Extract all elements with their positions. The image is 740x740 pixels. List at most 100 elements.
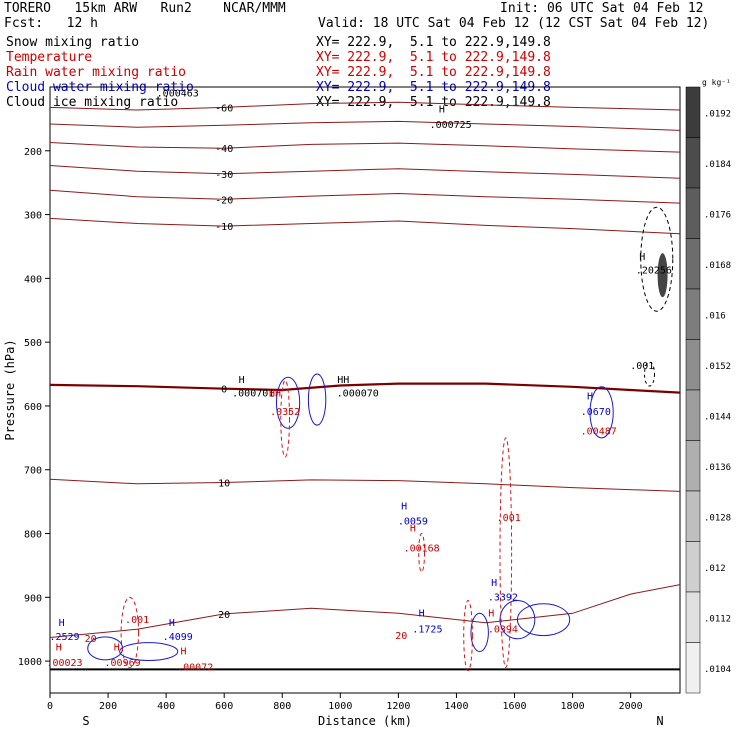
cloud-water-contour-3 [307, 373, 327, 426]
data-label-14: .00487 [581, 427, 617, 438]
x-tick-label-5: 1000 [328, 701, 352, 712]
data-label-27: H [59, 618, 65, 629]
x-tick-label-9: 1800 [561, 701, 585, 712]
data-label-32: .00969 [105, 658, 141, 669]
y-tick-label-6: 800 [24, 530, 42, 541]
x-axis-label: Distance (km) [318, 714, 412, 728]
data-label-20: H [491, 578, 497, 589]
data-label-2: .000725 [430, 120, 472, 131]
data-label-3: H [639, 252, 645, 263]
data-label-17: H [410, 524, 416, 535]
data-label-33: H [169, 618, 175, 629]
y-tick-label-5: 700 [24, 466, 42, 477]
colorbar-segment-11 [685, 642, 701, 694]
cloud-water-contour-5 [470, 612, 489, 653]
temperature-contour-label-8: 20 [218, 610, 230, 621]
temperature-contour-label-4: -20 [215, 195, 233, 206]
colorbar-segment-10 [685, 591, 701, 643]
data-label-0: .000463 [157, 89, 199, 100]
temperature-contour-2 [49, 142, 681, 153]
y-tick-label-4: 600 [24, 402, 42, 413]
data-label-34: .4099 [163, 632, 193, 643]
data-label-26: .001 [125, 615, 149, 626]
x-tick-label-1: 200 [99, 701, 117, 712]
temperature-contour-4 [49, 189, 681, 204]
cloud-water-contour-7 [516, 603, 571, 637]
data-label-6: H [239, 375, 245, 386]
temperature-contour-8 [49, 584, 681, 638]
x-tick-label-10: 2000 [619, 701, 643, 712]
temperature-contour-label-3: -30 [215, 170, 233, 181]
temperature-contour-label-2: -40 [215, 144, 233, 155]
colorbar-segment-5 [685, 339, 701, 391]
rain-contour-2 [499, 437, 513, 668]
data-label-7: .000701 [232, 388, 274, 399]
data-label-10: HH [269, 388, 281, 399]
colorbar-tick-label-7: .0136 [704, 463, 731, 473]
colorbar-tick-label-10: .0112 [704, 614, 731, 624]
data-label-38: 20 [395, 631, 407, 642]
field-name-1: Temperature [6, 50, 93, 65]
valid-time: Valid: 18 UTC Sat 04 Feb 12 (12 CST Sat … [318, 16, 710, 31]
y-axis-label: Pressure (hPa) [3, 339, 17, 440]
init-time: Init: 06 UTC Sat 04 Feb 12 [500, 1, 704, 16]
temperature-contour-6 [49, 382, 681, 394]
data-label-8: HH [337, 375, 349, 386]
colorbar-tick-label-2: .0176 [704, 210, 731, 220]
temperature-contour-1 [49, 120, 681, 131]
temperature-contour-3 [49, 165, 681, 179]
data-label-19: .001 [497, 513, 521, 524]
cloud-water-contour-4 [589, 386, 614, 439]
temperature-contour-label-6: 0 [221, 385, 227, 396]
plot-frame [49, 86, 681, 694]
colorbar-tick-label-4: .016 [704, 311, 726, 321]
data-label-12: H [587, 392, 593, 403]
colorbar-segment-9 [685, 541, 701, 593]
y-tick-label-0: 200 [24, 147, 42, 158]
cloud-water-contour-6 [499, 600, 536, 640]
x-tick-label-6: 1200 [386, 701, 410, 712]
forecast-hour: Fcst: 12 h [4, 16, 98, 31]
x-tick-label-8: 1600 [502, 701, 526, 712]
snow-shading-core [657, 253, 668, 298]
temperature-contour-label-0: -60 [215, 103, 233, 114]
x-tick-label-3: 600 [215, 701, 233, 712]
colorbar-segment-8 [685, 490, 701, 542]
y-tick-label-1: 300 [24, 211, 42, 222]
north-end-label: N [656, 714, 663, 728]
colorbar-tick-label-11: .0104 [704, 665, 731, 675]
field-name-2: Rain water mixing ratio [6, 65, 187, 80]
colorbar-tick-label-5: .0152 [704, 362, 731, 372]
temperature-contour-0 [49, 101, 681, 111]
field-name-4: Cloud ice mixing ratio [6, 95, 179, 110]
data-label-15: H [401, 501, 407, 512]
data-label-9: .000070 [337, 388, 379, 399]
field-xy-1: XY= 222.9, 5.1 to 222.9,149.8 [316, 50, 551, 65]
colorbar-segment-1 [685, 137, 701, 189]
temperature-contour-label-7: 10 [218, 478, 230, 489]
field-xy-2: XY= 222.9, 5.1 to 222.9,149.8 [316, 65, 551, 80]
colorbar-tick-label-6: .0144 [704, 412, 731, 422]
data-label-23: .0394 [488, 624, 518, 635]
colorbar-tick-label-0: .0192 [704, 109, 731, 119]
temperature-contour-7 [49, 478, 681, 492]
model-title: TORERO 15km ARW Run2 NCAR/MMM [4, 1, 286, 16]
cloud-ice-small-contour [644, 361, 656, 387]
temperature-contour-label-5: -10 [215, 222, 233, 233]
x-tick-label-2: 400 [157, 701, 175, 712]
rain-contour-3 [463, 600, 473, 672]
data-label-13: .0670 [581, 407, 611, 418]
colorbar-segment-4 [685, 288, 701, 340]
colorbar-tick-label-9: .012 [704, 564, 726, 574]
colorbar-tick-label-1: .0184 [704, 160, 731, 170]
data-label-11: .0352 [270, 407, 300, 418]
data-label-28: .2529 [49, 632, 79, 643]
colorbar-tick-label-8: .0128 [704, 513, 731, 523]
y-tick-label-3: 500 [24, 338, 42, 349]
data-label-16: .0059 [398, 517, 428, 528]
colorbar-tick-label-3: .0168 [704, 261, 731, 271]
colorbar-segment-3 [685, 238, 701, 290]
data-label-1: H [439, 105, 445, 116]
colorbar-segment-2 [685, 187, 701, 239]
